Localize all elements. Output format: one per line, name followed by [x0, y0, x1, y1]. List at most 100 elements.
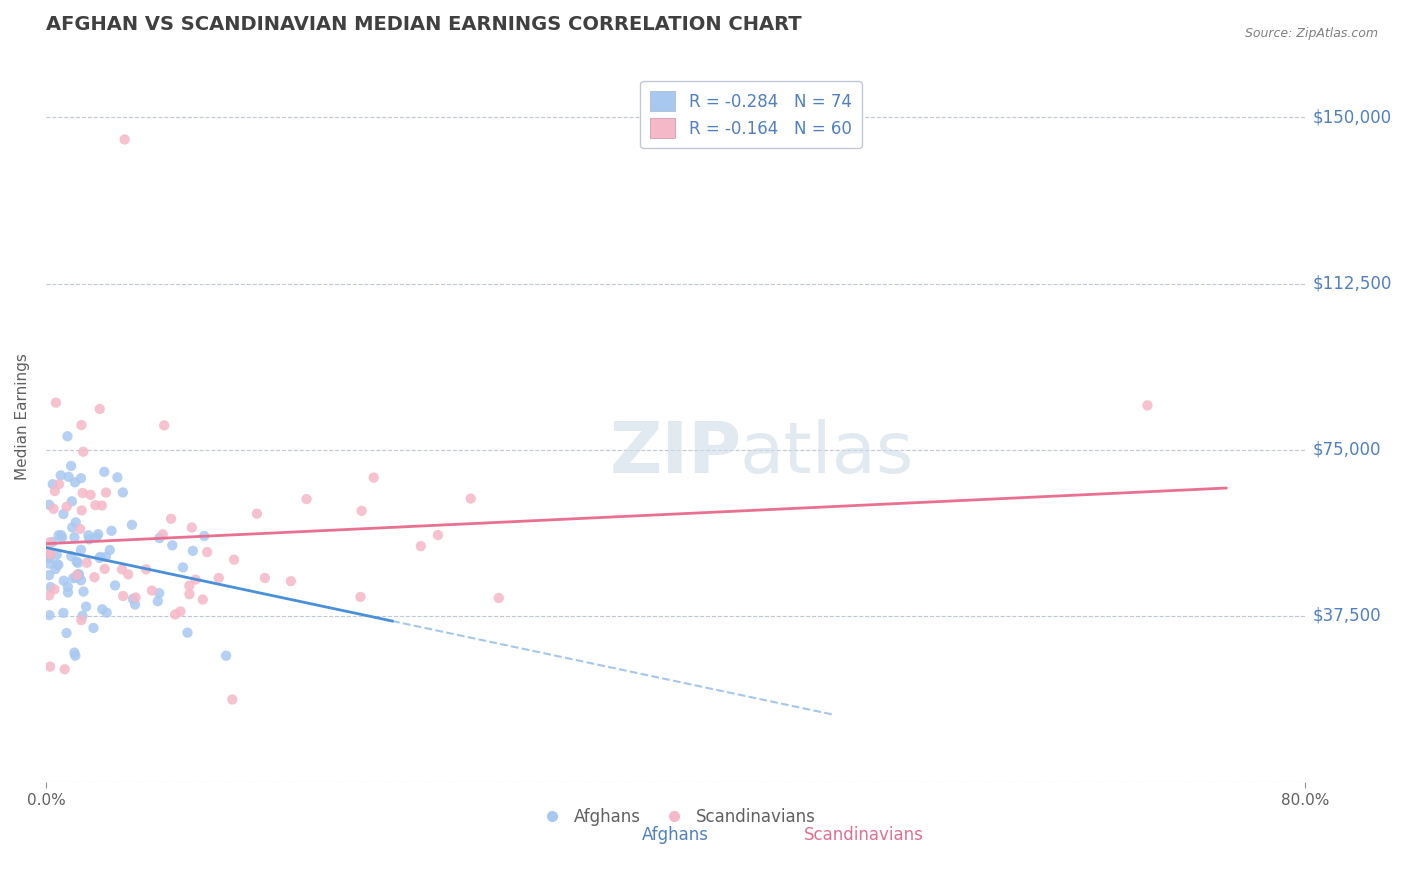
Point	[70, 471, 93, 485]
Point	[38, 557, 60, 571]
Point	[56, 580, 79, 594]
Point	[89, 401, 111, 416]
Text: Afghans: Afghans	[643, 826, 709, 844]
Point	[44, 582, 66, 597]
Point	[122, 591, 145, 606]
Point	[135, 562, 157, 576]
Point	[222, 552, 245, 566]
Point	[121, 517, 143, 532]
Point	[58, 470, 80, 484]
Point	[70, 503, 93, 517]
Point	[179, 587, 201, 601]
Point	[91, 602, 114, 616]
Point	[52, 574, 75, 588]
Point	[42, 501, 65, 516]
Point	[63, 530, 86, 544]
Point	[38, 568, 60, 582]
Point	[350, 504, 373, 518]
Point	[38, 588, 60, 602]
Point	[65, 555, 87, 569]
Point	[86, 530, 108, 544]
Point	[65, 516, 87, 530]
Point	[38, 545, 60, 559]
Point	[165, 607, 187, 622]
Point	[253, 571, 276, 585]
Point	[124, 591, 146, 605]
Point	[49, 468, 72, 483]
Point	[93, 465, 115, 479]
Point	[72, 444, 94, 458]
Point	[89, 549, 111, 564]
Point	[67, 567, 90, 582]
Point	[38, 549, 60, 564]
Point	[65, 648, 87, 663]
Point	[56, 585, 79, 599]
Point	[46, 558, 69, 572]
Point	[66, 568, 89, 582]
Point	[114, 132, 136, 146]
Point	[100, 524, 122, 538]
Point	[349, 590, 371, 604]
Point	[44, 484, 66, 499]
Point	[87, 527, 110, 541]
Point	[60, 520, 83, 534]
Point	[90, 499, 112, 513]
Point	[48, 477, 70, 491]
Point	[45, 395, 67, 409]
Point	[63, 646, 86, 660]
Point	[70, 542, 93, 557]
Point	[295, 491, 318, 506]
Point	[82, 621, 104, 635]
Point	[45, 548, 67, 562]
Point	[117, 567, 139, 582]
Point	[38, 608, 60, 623]
Legend: Afghans, Scandinavians: Afghans, Scandinavians	[529, 801, 823, 832]
Point	[39, 580, 62, 594]
Point	[104, 578, 127, 592]
Point	[426, 528, 449, 542]
Point	[46, 558, 69, 572]
Point	[111, 485, 134, 500]
Point	[41, 477, 63, 491]
Point	[79, 533, 101, 547]
Point	[63, 475, 86, 490]
Point	[41, 535, 63, 549]
Point	[107, 470, 129, 484]
Y-axis label: Median Earnings: Median Earnings	[15, 353, 30, 480]
Point	[94, 485, 117, 500]
Point	[55, 626, 77, 640]
Point	[79, 488, 101, 502]
Point	[153, 418, 176, 433]
Point	[152, 527, 174, 541]
Text: ZIP: ZIP	[609, 418, 741, 488]
Point	[60, 549, 83, 564]
Point	[51, 528, 73, 542]
Point	[48, 528, 70, 542]
Point	[221, 692, 243, 706]
Point	[195, 545, 218, 559]
Point	[70, 574, 93, 588]
Point	[409, 539, 432, 553]
Point	[180, 520, 202, 534]
Point	[39, 659, 62, 673]
Point	[193, 529, 215, 543]
Point	[75, 599, 97, 614]
Point	[52, 507, 75, 521]
Text: Source: ZipAtlas.com: Source: ZipAtlas.com	[1244, 27, 1378, 40]
Point	[62, 571, 84, 585]
Point	[93, 562, 115, 576]
Point	[39, 547, 62, 561]
Point	[176, 625, 198, 640]
Point	[89, 551, 111, 566]
Point	[55, 500, 77, 514]
Point	[98, 543, 121, 558]
Point	[70, 418, 93, 433]
Point	[184, 573, 207, 587]
Point	[77, 528, 100, 542]
Point	[44, 562, 66, 576]
Point	[124, 598, 146, 612]
Point	[112, 589, 135, 603]
Point	[146, 594, 169, 608]
Point	[363, 470, 385, 484]
Point	[111, 562, 134, 576]
